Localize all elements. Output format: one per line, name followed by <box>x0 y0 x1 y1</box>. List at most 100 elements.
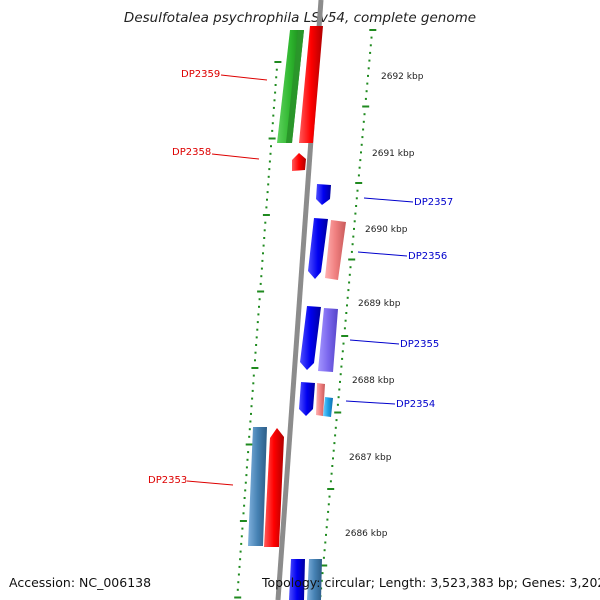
inner-ruler-tick <box>237 581 240 584</box>
outer-ruler-tick <box>325 533 327 536</box>
outer-ruler-tick <box>336 403 339 406</box>
gene-label-dp2355[interactable]: DP2355 <box>400 339 439 350</box>
outer-ruler-tick <box>358 166 361 169</box>
feature-pink-dp2354[interactable] <box>316 383 325 416</box>
inner-ruler-tick <box>241 527 244 530</box>
leader-dp2354 <box>345 400 396 405</box>
outer-ruler-tick <box>366 82 369 85</box>
inner-ruler-tick <box>240 535 243 538</box>
inner-ruler-tick <box>239 550 242 553</box>
inner-ruler-tick <box>251 397 254 400</box>
inner-ruler-tick <box>239 520 247 522</box>
inner-ruler-tick <box>258 305 260 308</box>
inner-ruler-tick <box>252 382 255 385</box>
inner-ruler-tick <box>254 359 256 362</box>
inner-ruler-tick <box>275 76 278 79</box>
outer-ruler-tick <box>360 143 363 146</box>
gene-labels[interactable]: DP2359 DP2358 DP2357 DP2356 DP2355 DP235… <box>148 69 453 486</box>
feature-red-dp2353[interactable] <box>264 428 284 547</box>
inner-ruler-tick <box>260 275 263 278</box>
outer-ruler-tick <box>322 556 325 559</box>
inner-ruler-tick <box>274 84 277 86</box>
outer-ruler-tick <box>363 113 366 116</box>
outer-ruler-tick <box>368 59 371 62</box>
inner-ruler-tick <box>251 389 254 392</box>
inner-ruler-tick <box>255 344 258 346</box>
outer-ruler-tick <box>323 549 326 552</box>
outer-ruler-tick <box>333 442 336 445</box>
outer-ruler-tick <box>367 74 369 77</box>
feature-blue-dp2355[interactable] <box>300 306 321 370</box>
outer-ruler-tick <box>340 365 343 368</box>
feature-purple-dp2355[interactable] <box>318 308 338 372</box>
feature-cyan-dp2354[interactable] <box>323 397 333 417</box>
tick-label-2690: 2690 kbp <box>365 225 408 235</box>
inner-ruler-tick <box>264 221 267 224</box>
tick-label-2688: 2688 kbp <box>352 376 395 386</box>
feature-blue-dp2357[interactable] <box>316 184 331 205</box>
outer-ruler-tick <box>344 319 347 322</box>
inner-ruler-tick <box>258 298 261 301</box>
inner-ruler-tick <box>247 451 250 454</box>
leader-dp2355 <box>349 339 400 345</box>
outer-ruler <box>319 29 377 598</box>
inner-ruler-tick <box>272 106 275 109</box>
inner-ruler-tick <box>245 443 253 446</box>
outer-ruler-tick <box>332 449 335 452</box>
inner-ruler-tick <box>242 512 245 515</box>
outer-ruler-tick <box>355 182 363 184</box>
feature-red-dp2358[interactable] <box>292 153 306 171</box>
inner-ruler-tick <box>271 129 274 132</box>
outer-ruler-tick <box>321 572 324 575</box>
outer-ruler-tick <box>362 128 365 131</box>
inner-ruler-tick <box>268 137 276 140</box>
tick-label-2689: 2689 kbp <box>358 299 401 309</box>
inner-ruler-tick <box>274 91 277 94</box>
leader-dp2353 <box>186 480 234 486</box>
inner-ruler-tick <box>245 466 248 469</box>
inner-ruler-tick <box>248 428 251 431</box>
inner-ruler-tick <box>269 152 272 155</box>
outer-ruler-tick <box>338 388 341 391</box>
outer-ruler-tick <box>348 281 351 284</box>
inner-ruler-tick <box>267 175 270 178</box>
inner-ruler-tick <box>250 412 252 415</box>
outer-ruler-tick <box>327 510 330 513</box>
inner-ruler-tick <box>236 588 239 591</box>
inner-ruler-tick <box>234 596 242 599</box>
outer-ruler-tick <box>348 273 351 276</box>
inner-ruler-tick <box>262 214 270 216</box>
outer-ruler-tick <box>361 136 364 139</box>
outer-ruler-tick <box>348 258 356 261</box>
feature-steelblue-bottom[interactable] <box>307 559 322 600</box>
features[interactable] <box>248 26 346 600</box>
outer-ruler-tick <box>335 419 338 422</box>
gene-label-dp2356[interactable]: DP2356 <box>408 251 447 262</box>
inner-ruler-tick <box>238 565 241 568</box>
gene-label-dp2353[interactable]: DP2353 <box>148 475 187 486</box>
feature-pink-dp2356[interactable] <box>325 220 346 280</box>
gene-label-dp2357[interactable]: DP2357 <box>414 197 453 208</box>
inner-ruler-tick <box>260 267 263 270</box>
feature-blue-dp2356[interactable] <box>308 218 328 279</box>
gene-label-dp2359[interactable]: DP2359 <box>181 69 220 80</box>
inner-ruler-tick <box>246 458 249 461</box>
inner-ruler-tick <box>256 321 259 324</box>
outer-ruler-tick <box>370 36 373 39</box>
tick-label-2692: 2692 kbp <box>381 72 424 82</box>
outer-ruler-tick <box>339 373 342 376</box>
outer-ruler-tick <box>364 97 367 100</box>
feature-green-dp2359-strip[interactable] <box>286 30 304 143</box>
outer-ruler-tick <box>360 151 362 154</box>
feature-steelblue-dp2353[interactable] <box>248 427 267 546</box>
gene-label-dp2358[interactable]: DP2358 <box>172 147 211 158</box>
feature-blue-bottom[interactable] <box>289 559 305 600</box>
tick-label-2686: 2686 kbp <box>345 529 388 539</box>
inner-ruler-tick <box>270 145 272 148</box>
feature-blue-dp2354[interactable] <box>299 382 315 416</box>
inner-ruler-tick <box>261 259 264 262</box>
inner-ruler-tick <box>251 367 259 369</box>
feature-red-dp2359[interactable] <box>299 26 323 143</box>
gene-label-dp2354[interactable]: DP2354 <box>396 399 435 410</box>
